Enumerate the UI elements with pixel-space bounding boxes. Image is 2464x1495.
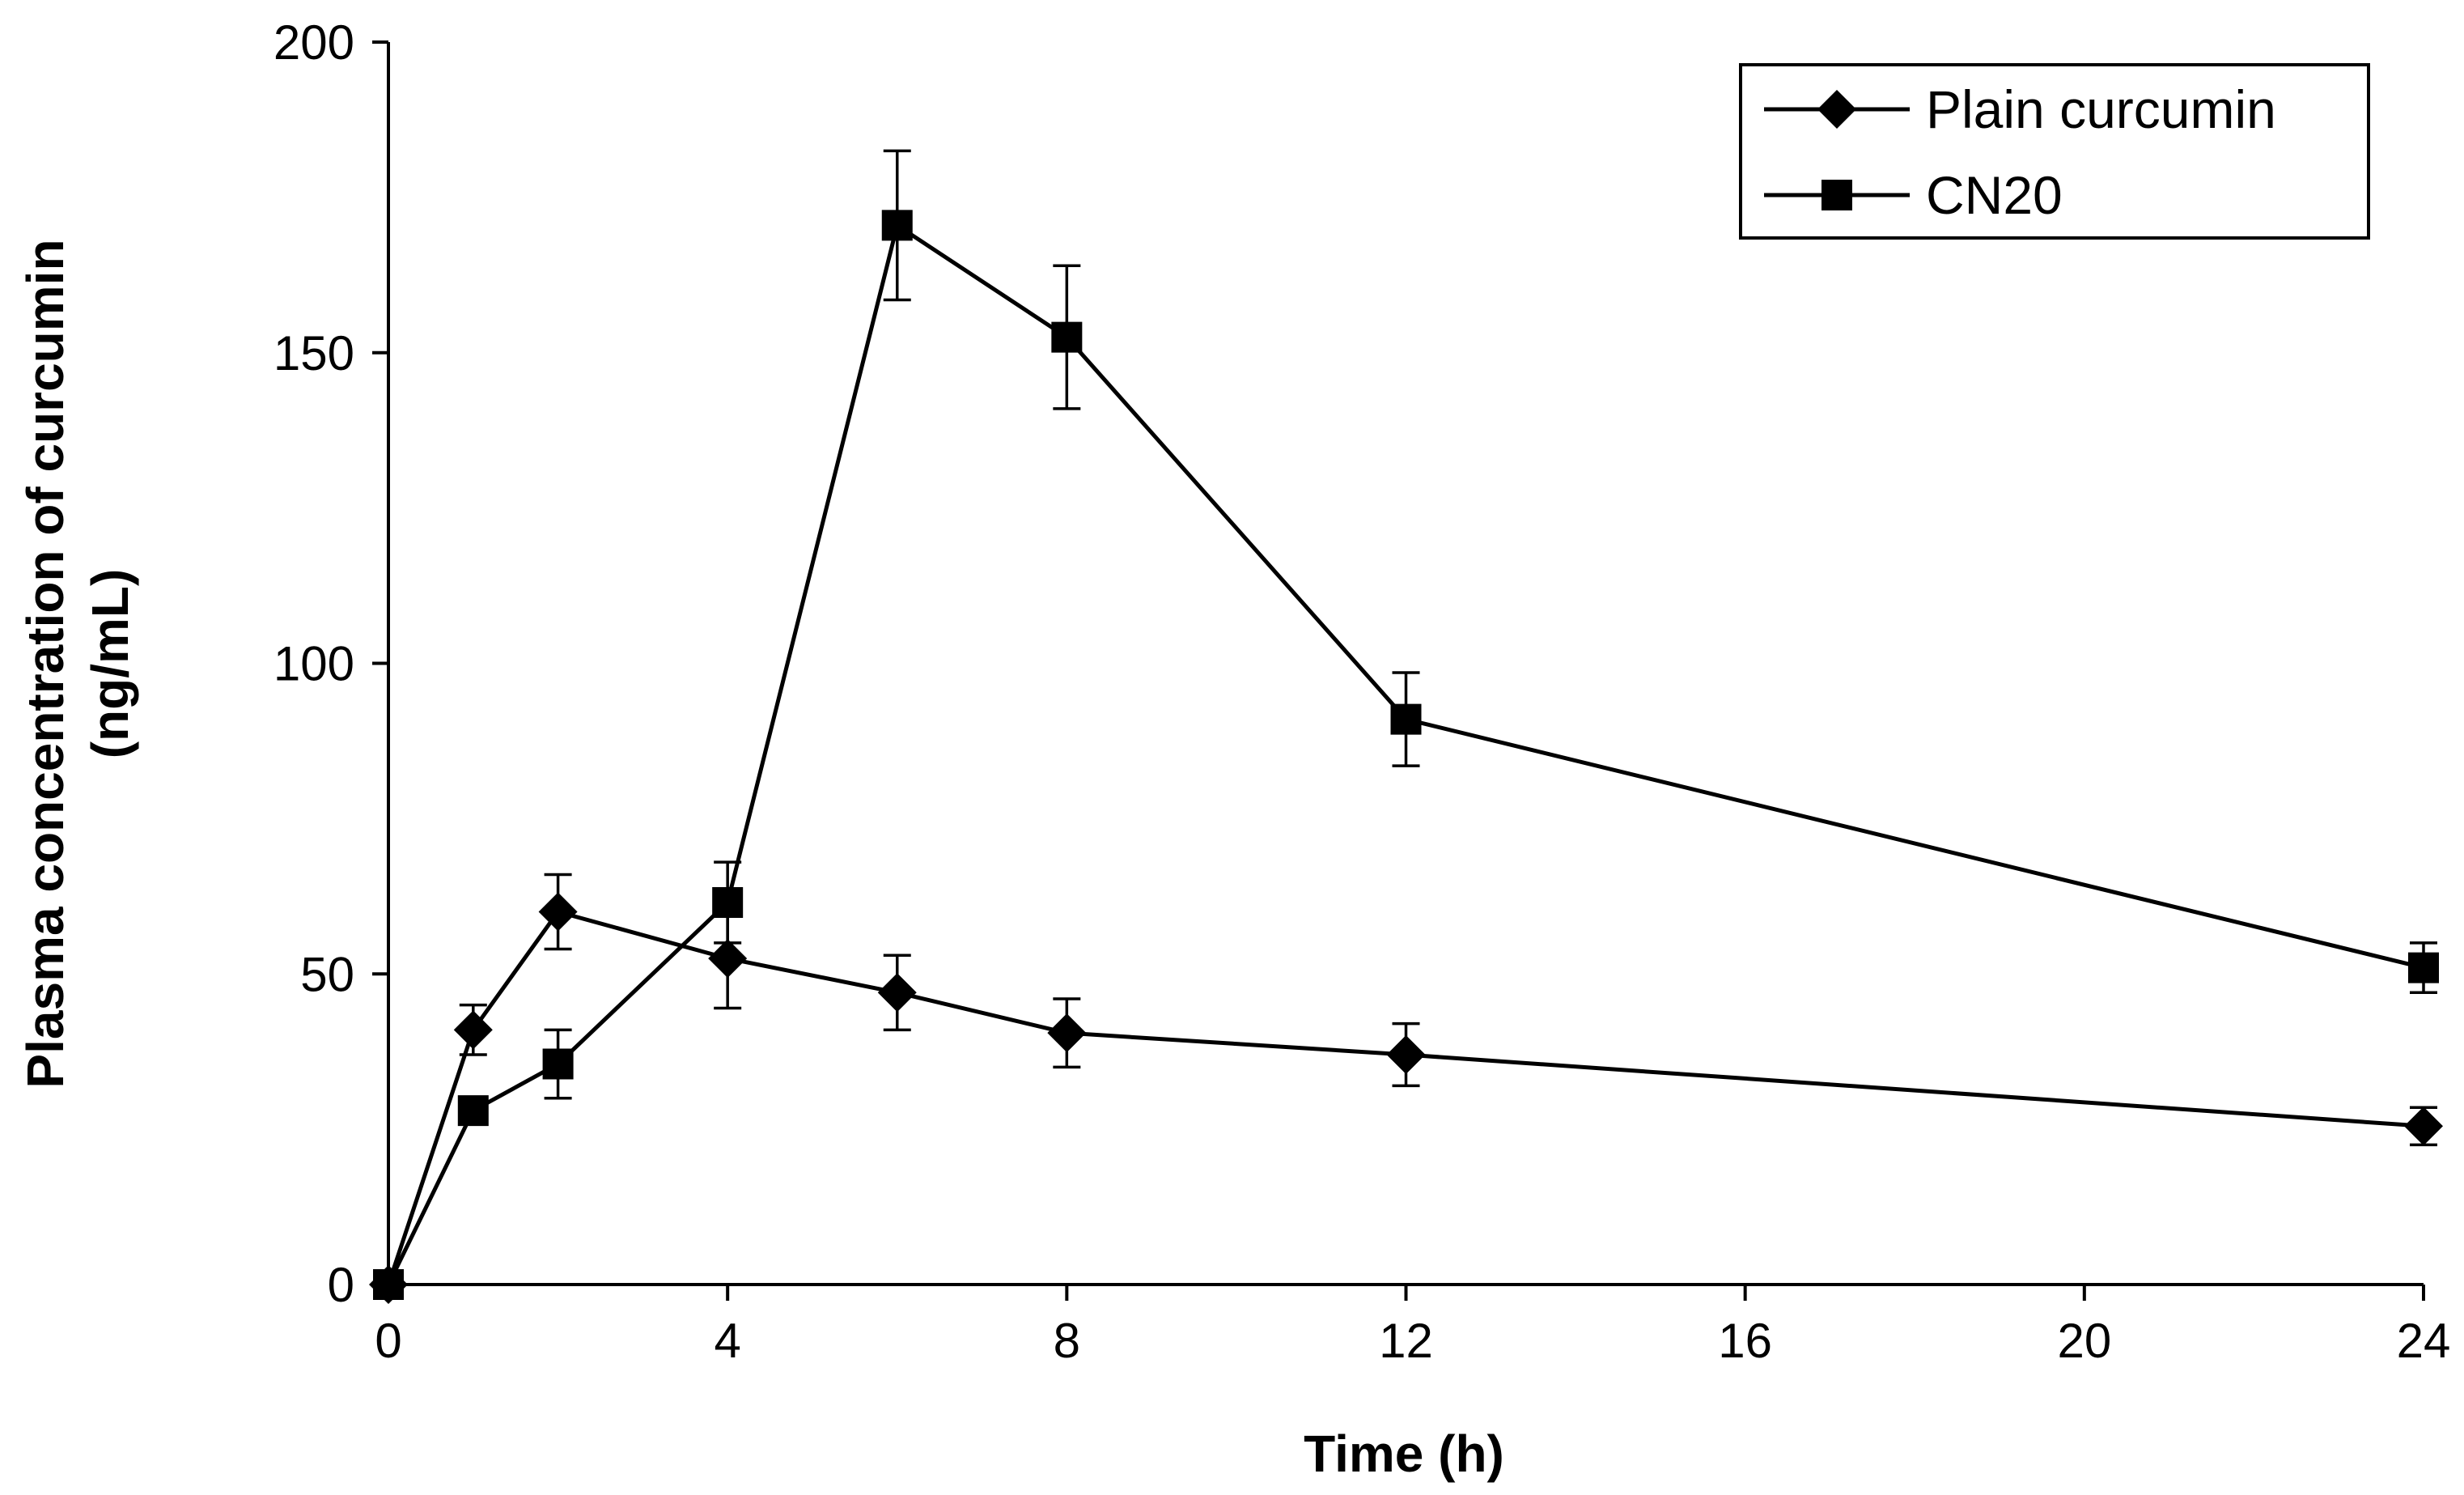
data-point-cn20 — [2408, 952, 2439, 983]
data-point-cn20 — [881, 210, 913, 241]
legend-item-cn20: CN20 — [1764, 165, 2063, 225]
data-point-cn20 — [542, 1048, 574, 1080]
x-axis-title: Time (h) — [1304, 1425, 1504, 1483]
data-point-cn20 — [712, 886, 744, 918]
y-tick-label: 200 — [274, 15, 354, 70]
ticks: 0 4 8 12 16 20 24 0 50 100 150 200 — [274, 15, 2450, 1368]
y-axis-title-line1: Plasma concentration of curcumin — [16, 239, 74, 1088]
x-tick-label: 8 — [1054, 1314, 1080, 1368]
data-point-plain-curcumin — [1047, 1013, 1087, 1053]
data-point-plain-curcumin — [538, 892, 578, 932]
y-tick-label: 150 — [274, 326, 354, 380]
y-axis-title-line2: (ng/mL) — [81, 569, 139, 759]
legend-label: CN20 — [1926, 165, 2063, 225]
x-tick-label: 4 — [714, 1314, 740, 1368]
x-tick-label: 16 — [1718, 1314, 1772, 1368]
data-point-cn20 — [457, 1095, 489, 1127]
data-point-plain-curcumin — [877, 973, 917, 1013]
error-bars — [459, 149, 2437, 1147]
y-tick-label: 50 — [300, 947, 354, 1001]
square-marker-icon — [1821, 180, 1852, 210]
legend-item-plain-curcumin: Plain curcumin — [1764, 79, 2276, 139]
legend: Plain curcumin CN20 — [1739, 63, 2370, 240]
y-tick-label: 0 — [328, 1258, 354, 1312]
diamond-marker-icon — [1817, 90, 1856, 129]
data-point-cn20 — [1390, 703, 1422, 735]
data-point-plain-curcumin — [1386, 1035, 1426, 1075]
legend-label: Plain curcumin — [1926, 79, 2276, 139]
y-axis-title: Plasma concentration of curcumin (ng/mL) — [16, 239, 139, 1088]
y-tick-label: 100 — [274, 637, 354, 691]
x-tick-label: 12 — [1379, 1314, 1433, 1368]
data-point-plain-curcumin — [453, 1010, 493, 1050]
series-markers — [369, 210, 2443, 1304]
x-tick-label: 20 — [2057, 1314, 2111, 1368]
x-tick-label: 0 — [375, 1314, 401, 1368]
x-tick-label: 24 — [2397, 1314, 2451, 1368]
series-line-plain-curcumin — [386, 910, 2424, 1285]
data-point-plain-curcumin — [708, 939, 748, 979]
data-point-plain-curcumin — [2404, 1106, 2443, 1146]
data-point-cn20 — [1051, 321, 1083, 353]
